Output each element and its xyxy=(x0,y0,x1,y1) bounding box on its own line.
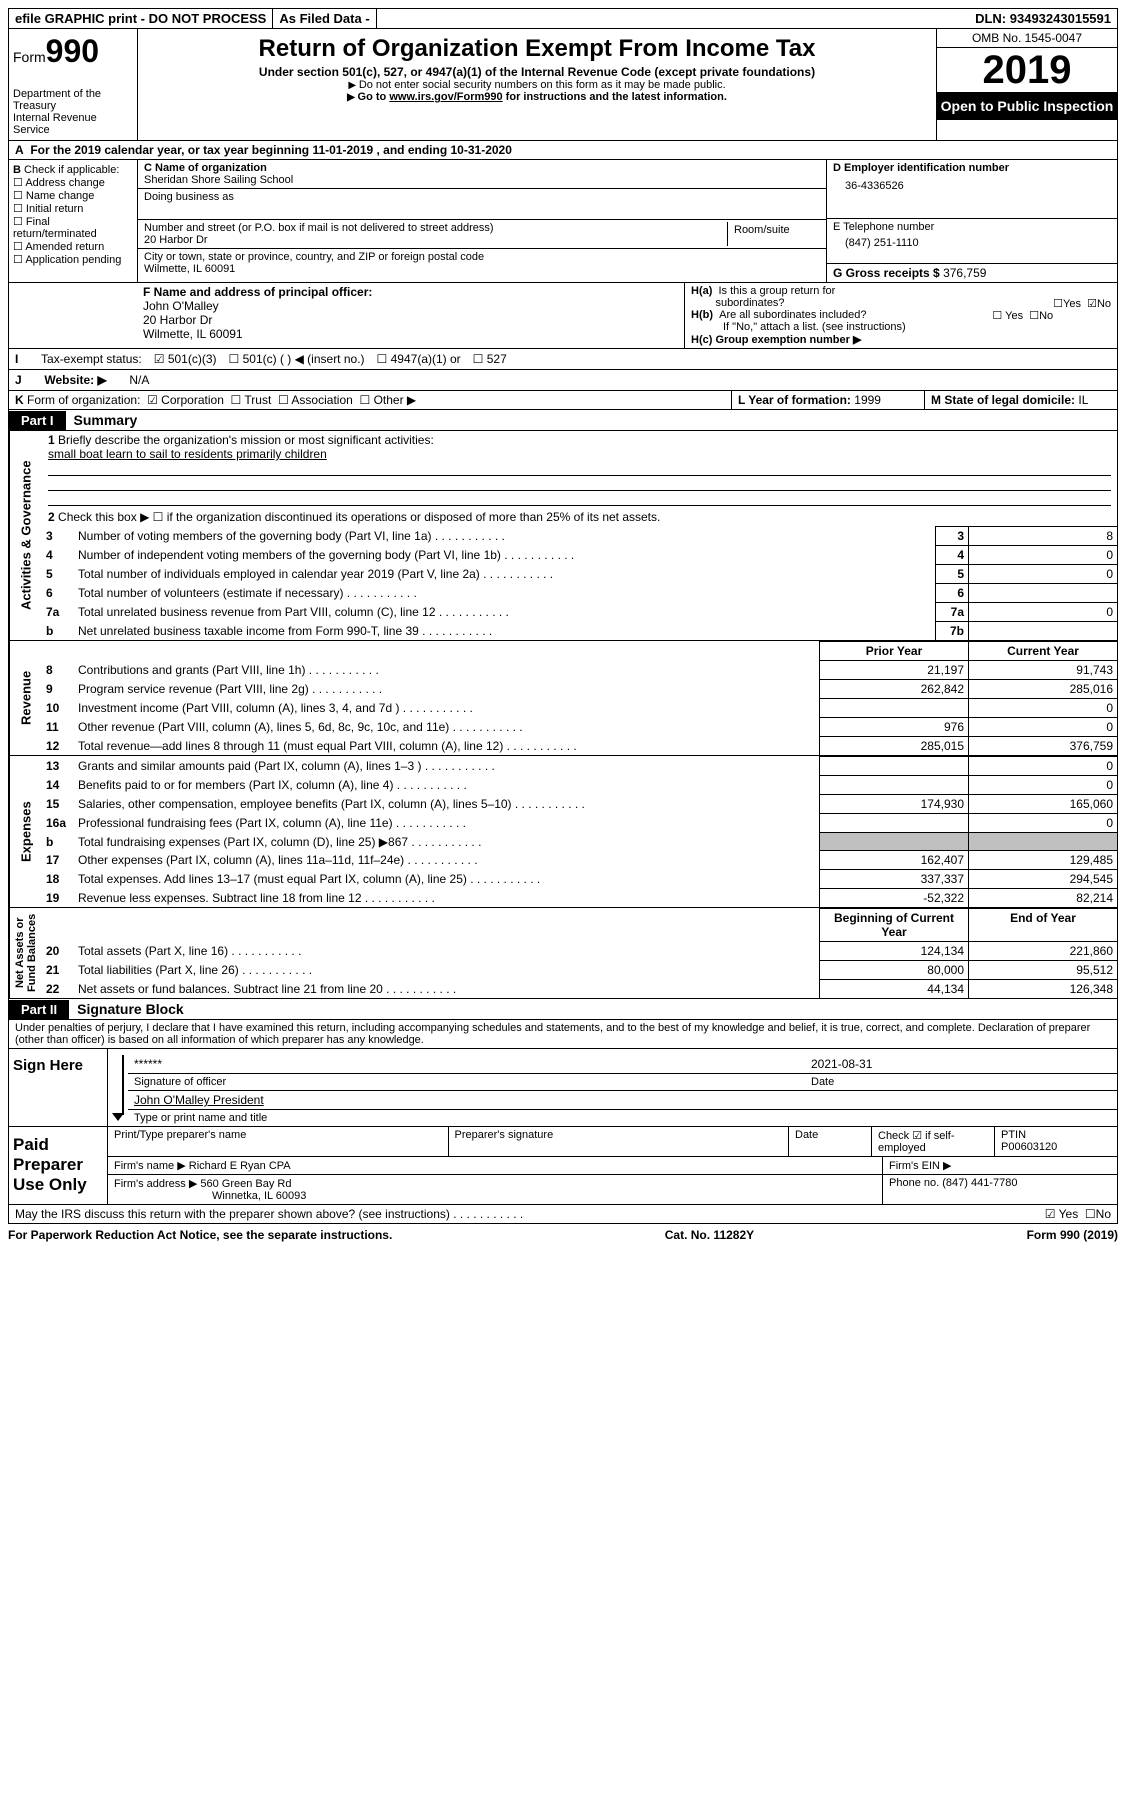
chk-initial-return[interactable]: Initial return xyxy=(13,203,83,215)
page-footer: For Paperwork Reduction Act Notice, see … xyxy=(8,1224,1118,1242)
chk-4947[interactable]: 4947(a)(1) or xyxy=(377,352,461,366)
asfiled-text: As Filed Data - xyxy=(273,9,376,28)
chk-trust[interactable]: Trust xyxy=(231,393,272,407)
chk-amended[interactable]: Amended return xyxy=(13,241,104,253)
chk-501c[interactable]: 501(c) ( ) ◀ (insert no.) xyxy=(229,352,365,366)
mission-text: small boat learn to sail to residents pr… xyxy=(48,447,327,461)
ein: 36-4336526 xyxy=(833,174,1111,198)
paid-preparer-block: Paid Preparer Use Only Print/Type prepar… xyxy=(8,1127,1118,1205)
efile-text: efile GRAPHIC print - DO NOT PROCESS xyxy=(9,9,273,28)
part2-header: Part II Signature Block xyxy=(8,999,1118,1020)
chk-other[interactable]: Other ▶ xyxy=(359,393,416,407)
box-c: C Name of organizationSheridan Shore Sai… xyxy=(138,160,826,282)
discuss-row: May the IRS discuss this return with the… xyxy=(8,1205,1118,1224)
chk-assoc[interactable]: Association xyxy=(278,393,353,407)
org-name: Sheridan Shore Sailing School xyxy=(144,174,293,186)
chk-address-change[interactable]: Address change xyxy=(13,177,105,189)
gross-receipts: 376,759 xyxy=(943,266,986,280)
tax-year: 2019 xyxy=(937,48,1117,92)
perjury-statement: Under penalties of perjury, I declare th… xyxy=(8,1020,1118,1049)
phone: (847) 251-1110 xyxy=(833,233,1111,253)
ssn-notice: Do not enter social security numbers on … xyxy=(142,79,932,91)
row-a-tax-year: A For the 2019 calendar year, or tax yea… xyxy=(8,141,1118,160)
row-k-l-m: K Form of organization: Corporation Trus… xyxy=(8,391,1118,410)
box-d-e-g: D Employer identification number36-43365… xyxy=(826,160,1117,282)
chk-501c3[interactable]: 501(c)(3) xyxy=(154,352,217,366)
box-f: F Name and address of principal officer:… xyxy=(137,283,685,348)
entity-grid: B Check if applicable: Address change Na… xyxy=(8,160,1118,283)
chk-corp[interactable]: Corporation xyxy=(147,393,224,407)
chk-527[interactable]: 527 xyxy=(473,352,507,366)
part1-header: Part I Summary xyxy=(8,410,1118,431)
chk-name-change[interactable]: Name change xyxy=(13,190,94,202)
form-header: Form990 Department of the Treasury Inter… xyxy=(8,29,1118,141)
instructions-link: Go to www.irs.gov/Form990 for instructio… xyxy=(142,91,932,103)
section-expenses: Expenses 13Grants and similar amounts pa… xyxy=(8,756,1118,908)
section-revenue: Revenue Prior YearCurrent Year8Contribut… xyxy=(8,641,1118,756)
row-i-tax-status: I Tax-exempt status: 501(c)(3) 501(c) ( … xyxy=(8,349,1118,370)
dln: DLN: 93493243015591 xyxy=(969,9,1117,28)
form-title: Return of Organization Exempt From Incom… xyxy=(142,35,932,63)
box-b: B Check if applicable: Address change Na… xyxy=(9,160,138,282)
section-net-assets: Net Assets or Fund Balances Beginning of… xyxy=(8,908,1118,999)
box-h: H(a) Is this a group return for subordin… xyxy=(685,283,1117,348)
dept-treasury: Department of the Treasury Internal Reve… xyxy=(13,88,133,136)
form-number: Form990 xyxy=(13,33,133,70)
efile-banner: efile GRAPHIC print - DO NOT PROCESS As … xyxy=(8,8,1118,29)
chk-app-pending[interactable]: Application pending xyxy=(13,254,121,266)
section-governance: Activities & Governance 1 Briefly descri… xyxy=(8,431,1118,641)
open-inspection: Open to Public Inspection xyxy=(937,92,1117,120)
omb-number: OMB No. 1545-0047 xyxy=(937,29,1117,48)
org-address: 20 Harbor Dr xyxy=(144,234,208,246)
row-j-website: J Website: ▶ N/A xyxy=(8,370,1118,391)
org-city: Wilmette, IL 60091 xyxy=(144,263,235,275)
chk-final-return[interactable]: Final return/terminated xyxy=(13,216,97,240)
sign-here-block: Sign Here ****** 2021-08-31 Signature of… xyxy=(8,1049,1118,1127)
f-h-row: F Name and address of principal officer:… xyxy=(8,283,1118,349)
form-subtitle: Under section 501(c), 527, or 4947(a)(1)… xyxy=(142,65,932,79)
